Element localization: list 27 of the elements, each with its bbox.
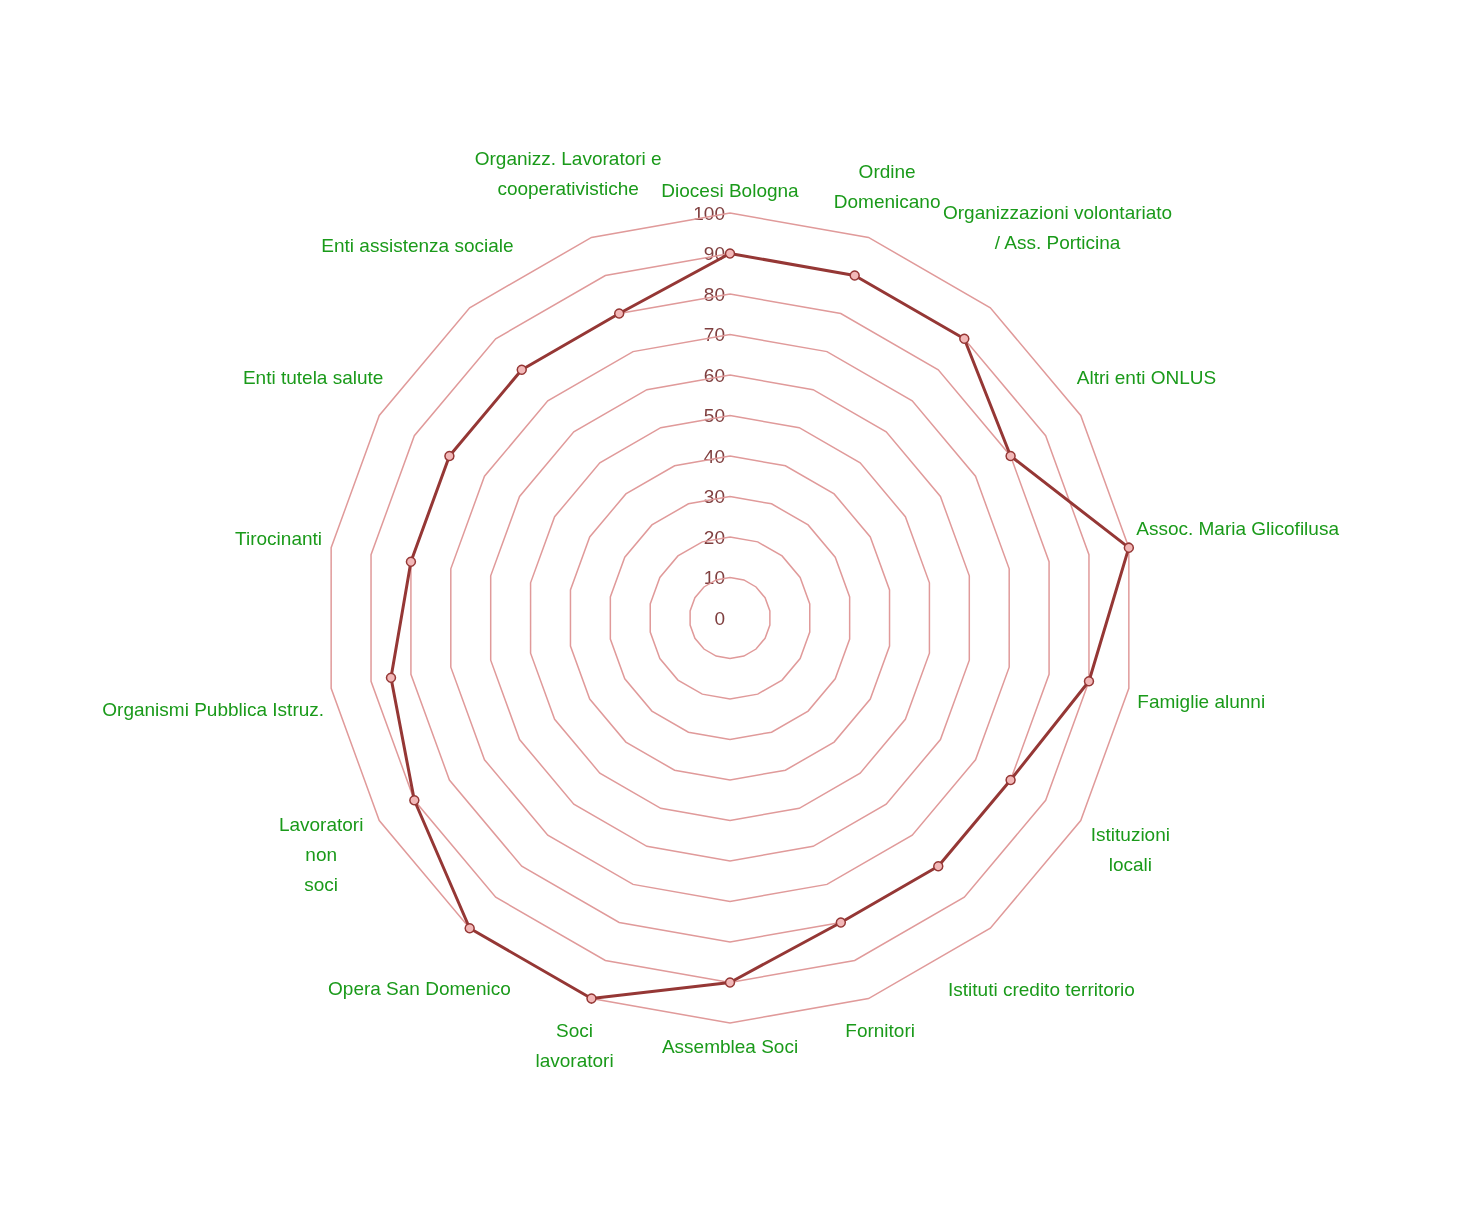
spoke-label: Diocesi Bologna xyxy=(661,179,800,201)
spoke-label: Altri enti ONLUS xyxy=(1076,367,1217,389)
y-tick-label: 30 xyxy=(703,486,725,507)
spoke-label: Organizz. Lavoratori e cooperativistiche xyxy=(474,147,662,199)
spoke-label: Organismi Pubblica Istruz. xyxy=(102,698,325,720)
y-tick-label: 20 xyxy=(703,526,725,548)
y-tick-label: 0 xyxy=(714,607,725,629)
spoke-label: Lavoratori non soci xyxy=(278,813,364,895)
spoke-label: Soci lavoratori xyxy=(535,1019,614,1071)
y-tick-label: 100 xyxy=(693,202,725,224)
y-tick-label: 10 xyxy=(703,567,725,588)
spoke-label: Enti tutela salute xyxy=(242,366,384,388)
y-tick-label: 70 xyxy=(703,324,725,345)
y-tick-label: 80 xyxy=(703,283,725,305)
spoke-label: Opera San Domenico xyxy=(328,977,511,999)
spoke-label: Istituti credito territorio xyxy=(948,978,1135,1000)
spoke-label: Fornitori xyxy=(845,1020,915,1042)
spoke-label: Assemblea Soci xyxy=(661,1035,799,1057)
y-tick-label: 60 xyxy=(703,364,725,386)
y-tick-label: 50 xyxy=(703,405,725,426)
spoke-label: Tirocinanti xyxy=(235,527,323,549)
spoke-label: Organizzazioni volontariato / Ass. Porticina xyxy=(943,202,1173,254)
spoke-label: Enti assistenza sociale xyxy=(321,235,514,256)
spoke-label: Famiglie alunni xyxy=(1137,690,1266,712)
spoke-label: Assoc. Maria Glicofilusa xyxy=(1136,518,1340,539)
spoke-label: Istituzioni locali xyxy=(1090,823,1170,875)
spoke-label: Ordine Domenicano xyxy=(833,160,941,212)
